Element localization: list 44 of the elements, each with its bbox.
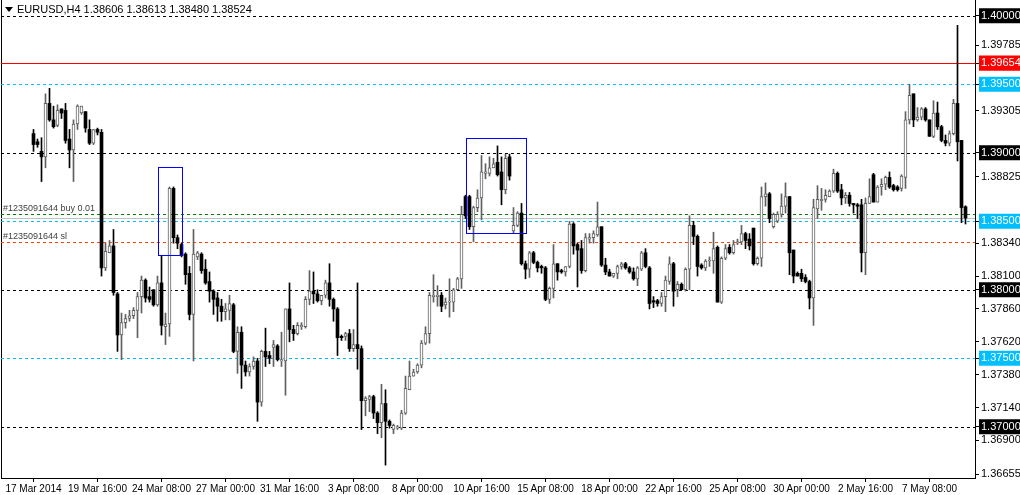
candlestick xyxy=(735,238,740,245)
chart-title: EURUSD,H4 1.38606 1.38613 1.38480 1.38524 xyxy=(17,3,252,15)
x-tick-label: 3 Apr 08:00 xyxy=(327,482,380,494)
y-tick-label: 1.39305 xyxy=(981,104,1020,116)
x-tick-label: 25 Apr 08:00 xyxy=(709,482,767,494)
x-tick-label: 15 Apr 08:00 xyxy=(517,482,575,494)
candlestick xyxy=(619,262,624,270)
y-tick-label: 1.39785 xyxy=(981,38,1020,51)
y-tick-label: 1.36900 xyxy=(981,433,1020,446)
x-tick-label: 17 Mar 2014 xyxy=(5,482,63,494)
y-tick-label: 1.38100 xyxy=(981,269,1020,282)
x-tick-label: 18 Apr 00:00 xyxy=(581,482,639,494)
y-tick-label: 1.38500 xyxy=(981,214,1020,227)
y-tick-label: 1.36655 xyxy=(981,467,1020,480)
candlestick xyxy=(447,278,452,318)
x-tick-label: 2 May 16:00 xyxy=(837,482,894,494)
y-tick-label: 1.38825 xyxy=(981,169,1020,182)
candlestick xyxy=(127,309,132,322)
candlestick xyxy=(367,394,372,413)
x-tick-label: 31 Mar 16:00 xyxy=(260,482,320,494)
y-tick-label: 1.37620 xyxy=(981,334,1020,347)
x-tick-label: 8 Apr 00:00 xyxy=(391,482,444,494)
y-tick-label: 1.39654 xyxy=(981,56,1020,69)
y-tick-label: 1.37860 xyxy=(981,301,1020,314)
x-tick-label: 27 Mar 00:00 xyxy=(196,482,256,494)
x-tick-label: 10 Apr 16:00 xyxy=(453,482,511,494)
ref-line-label: #1235091644 sl xyxy=(3,230,68,241)
x-tick-label: 30 Apr 00:00 xyxy=(773,482,831,494)
ref-line-label: #1235091644 buy 0.01 xyxy=(3,203,96,214)
y-tick-label: 1.40000 xyxy=(981,8,1020,21)
y-tick-label: 1.37140 xyxy=(981,400,1020,413)
x-tick-label: 22 Apr 16:00 xyxy=(645,482,703,494)
y-tick-label: 1.38340 xyxy=(981,236,1020,249)
x-tick-label: 24 Mar 08:00 xyxy=(132,482,192,494)
y-tick-label: 1.37380 xyxy=(981,367,1020,380)
candlestick xyxy=(343,331,348,341)
y-tick-label: 1.39500 xyxy=(981,77,1020,90)
y-tick-label: 1.37500 xyxy=(981,351,1020,364)
y-tick-label: 1.39000 xyxy=(981,145,1020,158)
candlestick xyxy=(271,340,276,367)
x-tick-label: 7 May 08:00 xyxy=(901,482,958,494)
x-tick-label: 19 Mar 16:00 xyxy=(68,482,128,494)
y-tick-label: 1.37000 xyxy=(981,419,1020,432)
y-tick-label: 1.38000 xyxy=(981,282,1020,295)
